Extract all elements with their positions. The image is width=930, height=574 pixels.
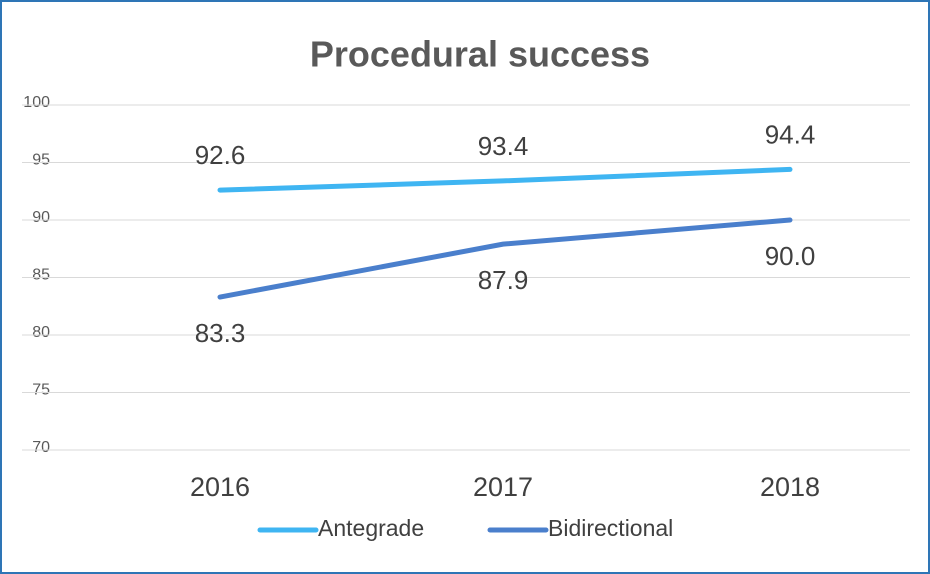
legend-label: Bidirectional bbox=[548, 515, 673, 541]
y-tick-label: 80 bbox=[32, 324, 50, 341]
x-tick-label: 2016 bbox=[190, 472, 250, 502]
legend-label: Antegrade bbox=[318, 515, 424, 541]
y-tick-label: 75 bbox=[32, 382, 50, 399]
y-tick-label: 90 bbox=[32, 209, 50, 226]
chart-title: Procedural success bbox=[310, 34, 650, 75]
data-label: 92.6 bbox=[195, 140, 246, 170]
y-tick-label: 70 bbox=[32, 439, 50, 456]
data-label: 90.0 bbox=[765, 241, 816, 271]
data-label: 94.4 bbox=[765, 119, 816, 149]
series-line bbox=[217, 166, 793, 193]
series-line bbox=[217, 217, 793, 300]
x-tick-label: 2017 bbox=[473, 472, 533, 502]
data-label: 83.3 bbox=[195, 318, 246, 348]
y-tick-label: 100 bbox=[23, 94, 50, 111]
x-tick-label: 2018 bbox=[760, 472, 820, 502]
y-tick-label: 95 bbox=[32, 152, 50, 169]
data-label: 87.9 bbox=[478, 265, 529, 295]
y-tick-label: 85 bbox=[32, 267, 50, 284]
data-label: 93.4 bbox=[478, 131, 529, 161]
